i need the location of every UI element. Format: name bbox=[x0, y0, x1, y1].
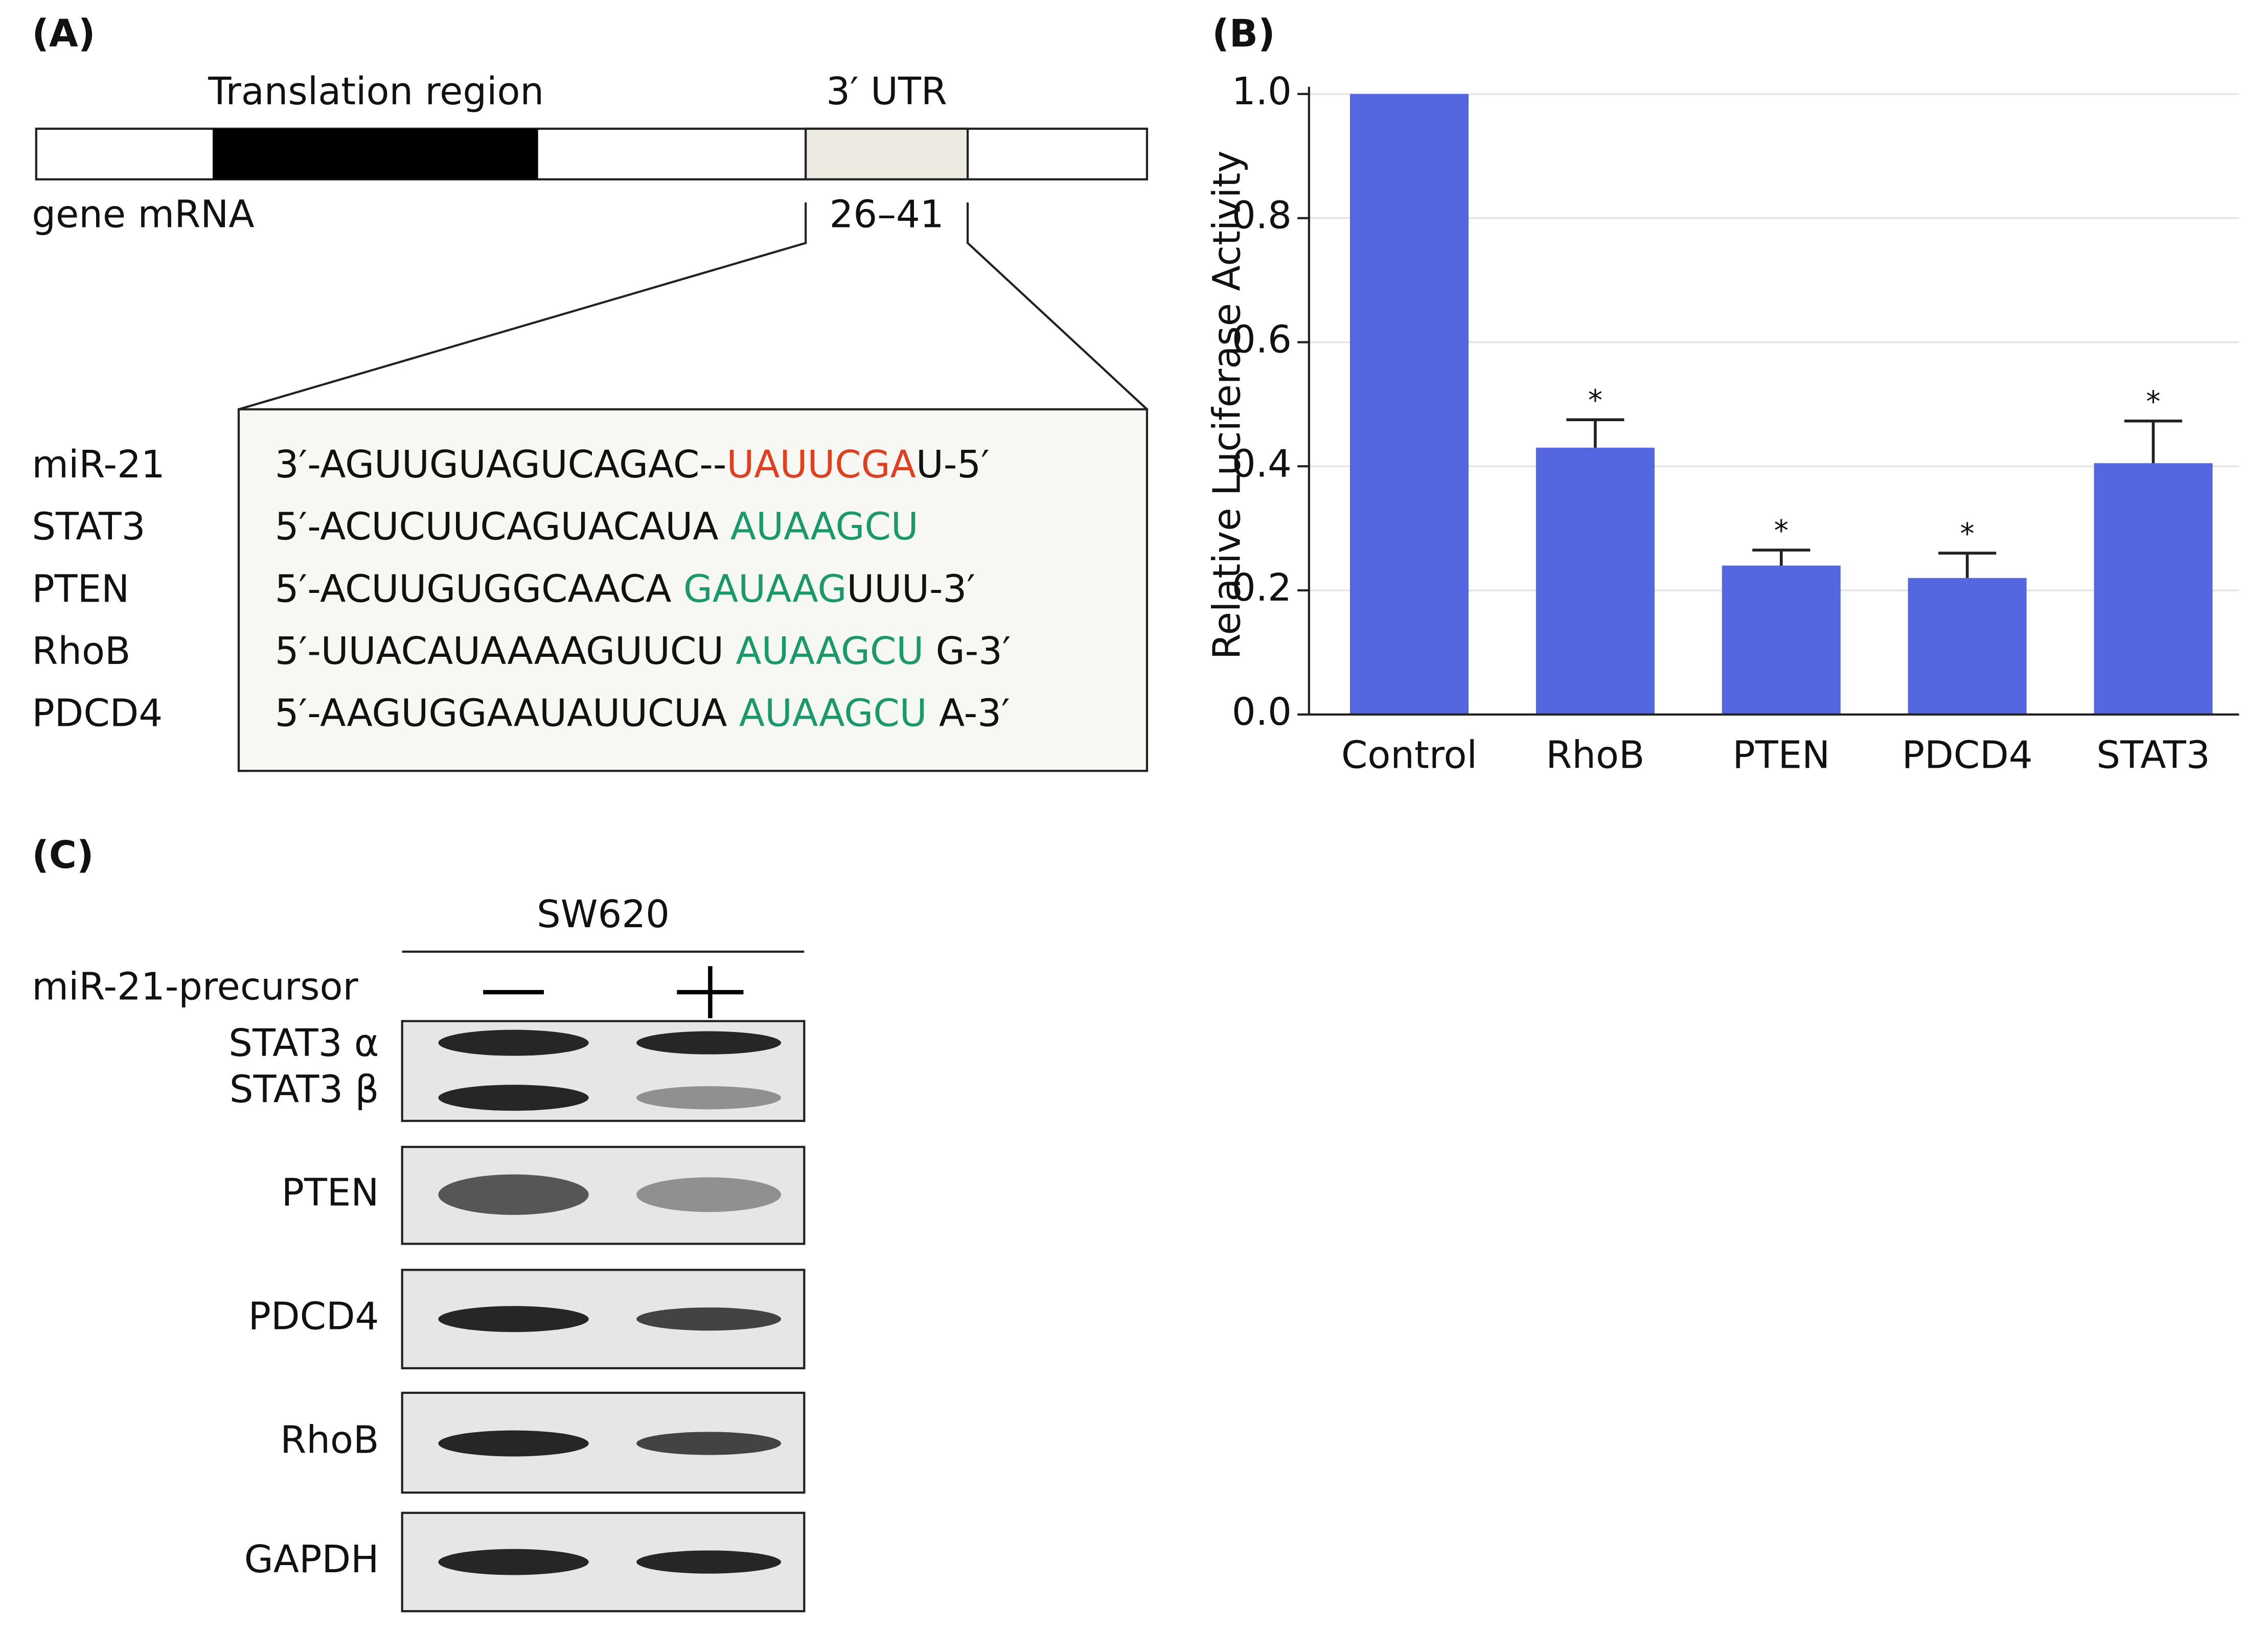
sequence-name: miR-21 bbox=[32, 443, 165, 487]
bar bbox=[1536, 447, 1655, 715]
sequence: 5′-AAGUGGAAUAUUCUA AUAAGCU A-3′ bbox=[275, 692, 1010, 736]
blot-label: PTEN bbox=[282, 1172, 379, 1215]
blot-label: RhoB bbox=[280, 1419, 379, 1462]
sequence-segment: G-3′ bbox=[924, 630, 1011, 673]
sequence: 3′-AGUUGUAGUCAGAC--UAUUCGAU-5′ bbox=[275, 443, 990, 487]
blot-band bbox=[438, 1430, 589, 1457]
blot-band bbox=[438, 1306, 589, 1333]
utr-region bbox=[805, 127, 969, 180]
blot-band bbox=[438, 1085, 589, 1111]
blot-band bbox=[636, 1550, 782, 1574]
treatment-label: miR-21-precursor bbox=[32, 965, 358, 1008]
significance-mark: * bbox=[2146, 385, 2160, 419]
x-tick-label: PDCD4 bbox=[1902, 734, 2033, 777]
sequence: 5′-UUACAUAAAAGUUCU AUAAGCU G-3′ bbox=[275, 630, 1011, 673]
site-label: 26–41 bbox=[830, 193, 944, 236]
blot-band bbox=[438, 1029, 589, 1056]
sequence: 5′-ACUUGUGGCAACA GAUAAGUUU-3′ bbox=[275, 567, 975, 611]
blot-label: GAPDH bbox=[244, 1538, 379, 1581]
bar-chart: 0.0 0.2 0.4 0.6 0.8 1.0 Relative Luciferase Ac… bbox=[1205, 70, 2239, 777]
sequence-segment: 5′-ACUCUUCAGUACAUA bbox=[275, 506, 730, 549]
y-axis-label: Relative Luciferase Activity bbox=[1205, 150, 1249, 659]
x-tick-label: PTEN bbox=[1732, 734, 1830, 777]
blot-band bbox=[636, 1031, 782, 1054]
sequence-name: PTEN bbox=[32, 567, 129, 611]
significance-mark: * bbox=[1960, 517, 1975, 551]
sequence-segment: AUAAGCU bbox=[739, 692, 927, 736]
sequence-name: STAT3 bbox=[32, 506, 145, 549]
zoom-line bbox=[966, 202, 1148, 410]
blot-band bbox=[636, 1177, 782, 1212]
significance-mark: * bbox=[1588, 384, 1602, 418]
blot-label: PDCD4 bbox=[248, 1295, 379, 1339]
zoom-line bbox=[238, 202, 807, 410]
sequence-box bbox=[237, 408, 1149, 772]
sequence-segment: GAUAAG bbox=[683, 567, 847, 611]
panel-label: (A) bbox=[32, 12, 95, 56]
sequence-segment: UAUUCGA bbox=[726, 443, 916, 487]
sequence-segment: 5′-AAGUGGAAUAUUCUA bbox=[275, 692, 739, 736]
panel-label: (B) bbox=[1212, 12, 1275, 56]
region-label: 3′ UTR bbox=[826, 70, 947, 113]
gene-label: gene mRNA bbox=[32, 193, 254, 236]
y-tick-label: 1.0 bbox=[1232, 70, 1292, 113]
blot-band bbox=[438, 1174, 589, 1215]
bar bbox=[1722, 565, 1841, 715]
blot-label: STAT3 α bbox=[228, 1022, 379, 1065]
sequence-segment: UUU-3′ bbox=[846, 567, 975, 611]
blot-band bbox=[636, 1086, 782, 1110]
sequence-segment: 3′-AGUUGUAGUCAGAC-- bbox=[275, 443, 727, 487]
bar bbox=[1349, 94, 1469, 715]
sequence-segment: AUAAGCU bbox=[736, 630, 924, 673]
bar bbox=[1908, 578, 2027, 715]
blot-band bbox=[438, 1549, 589, 1575]
x-tick-label: Control bbox=[1341, 734, 1477, 777]
x-tick-label: RhoB bbox=[1546, 734, 1644, 777]
sequence-segment: 5′-ACUUGUGGCAACA bbox=[275, 567, 683, 611]
sequence-name: RhoB bbox=[32, 630, 130, 673]
blot-label: STAT3 β bbox=[230, 1068, 379, 1111]
region-label: Translation region bbox=[208, 70, 544, 113]
panel-label: (C) bbox=[32, 834, 94, 877]
y-tick-label: 0.4 bbox=[1232, 442, 1292, 486]
cell-line: SW620 bbox=[537, 893, 670, 936]
sequence-segment: 5′-UUACAUAAAAGUUCU bbox=[275, 630, 736, 673]
sequence-name: PDCD4 bbox=[32, 692, 163, 736]
translation-region bbox=[213, 128, 538, 179]
y-tick-label: 0.0 bbox=[1232, 691, 1292, 734]
mrna-bar bbox=[35, 127, 1149, 180]
blot-band bbox=[636, 1432, 782, 1455]
sequence-segment: AUAAGCU bbox=[730, 506, 919, 549]
y-tick-label: 0.6 bbox=[1232, 318, 1292, 362]
y-tick-label: 0.8 bbox=[1232, 194, 1292, 238]
blot-band bbox=[636, 1307, 782, 1331]
sequences: miR-21 3′-AGUUGUAGUCAGAC--UAUUCGAU-5′ STAT… bbox=[32, 443, 1011, 736]
bar bbox=[2094, 463, 2213, 715]
sequence: 5′-ACUCUUCAGUACAUA AUAAGCU bbox=[275, 506, 919, 549]
sequence-segment: U-5′ bbox=[916, 443, 990, 487]
significance-mark: * bbox=[1774, 514, 1789, 548]
sequence-segment: A-3′ bbox=[927, 692, 1010, 736]
y-tick-label: 0.2 bbox=[1232, 566, 1292, 610]
x-tick-label: STAT3 bbox=[2096, 734, 2210, 777]
